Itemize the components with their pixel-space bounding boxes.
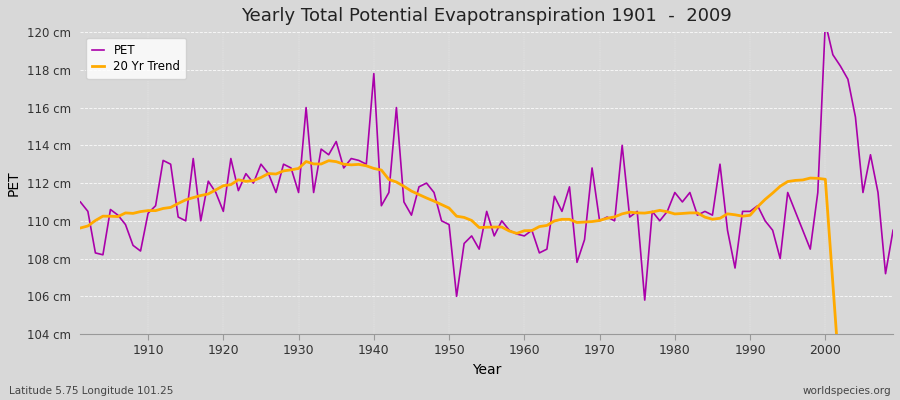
PET <box>301 105 311 110</box>
PET <box>609 218 620 223</box>
20 Yr Trend <box>354 162 364 167</box>
20 Yr Trend <box>616 212 627 216</box>
20 Yr Trend <box>135 209 146 214</box>
PET <box>519 234 530 238</box>
PET <box>135 249 146 254</box>
X-axis label: Year: Year <box>472 363 501 377</box>
Y-axis label: PET: PET <box>7 170 21 196</box>
20 Yr Trend <box>519 228 530 233</box>
Line: 20 Yr Trend: 20 Yr Trend <box>80 161 893 400</box>
Text: worldspecies.org: worldspecies.org <box>803 386 891 396</box>
PET <box>887 228 898 233</box>
PET <box>820 20 831 25</box>
Legend: PET, 20 Yr Trend: PET, 20 Yr Trend <box>86 38 186 79</box>
20 Yr Trend <box>323 158 334 163</box>
PET <box>346 156 356 161</box>
Line: PET: PET <box>80 23 893 300</box>
Title: Yearly Total Potential Evapotranspiration 1901  -  2009: Yearly Total Potential Evapotranspiratio… <box>241 7 732 25</box>
PET <box>639 298 650 302</box>
PET <box>511 232 522 236</box>
Text: Latitude 5.75 Longitude 101.25: Latitude 5.75 Longitude 101.25 <box>9 386 174 396</box>
20 Yr Trend <box>526 228 537 233</box>
20 Yr Trend <box>301 159 311 164</box>
20 Yr Trend <box>75 226 86 230</box>
PET <box>75 200 86 204</box>
